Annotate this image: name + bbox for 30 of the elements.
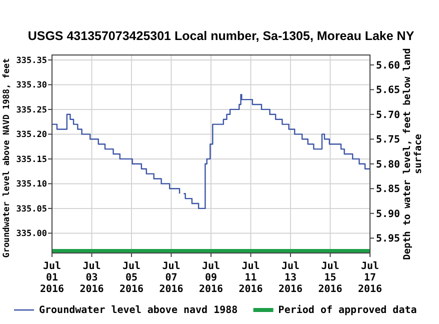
y2-tick-label: 5.85 bbox=[376, 184, 400, 196]
x-tick-label: Jul 17 2016 bbox=[358, 261, 382, 295]
y-tick-label: 335.20 bbox=[16, 130, 47, 140]
y2-tick-label: 5.70 bbox=[376, 110, 400, 121]
y2-tick-label: 5.80 bbox=[376, 159, 400, 170]
y2-tick-label: 5.75 bbox=[376, 134, 400, 146]
x-tick-label: Jul 13 2016 bbox=[278, 261, 303, 295]
legend-label: Groundwater level above navd 1988 bbox=[39, 305, 238, 316]
y-tick-label: 335.25 bbox=[16, 105, 47, 116]
y-tick-label: 335.30 bbox=[16, 80, 47, 91]
x-tick-label: Jul 11 2016 bbox=[238, 261, 263, 295]
y-tick-label: 335.05 bbox=[16, 204, 47, 214]
x-tick-label: Jul 01 2016 bbox=[40, 261, 64, 295]
y2-axis-title: Depth to water level, feet below land surface bbox=[402, 48, 424, 260]
y-axis-title: Groundwater level above NAVD 1988, feet bbox=[2, 58, 12, 258]
chart-title: USGS 431357073425301 Local number, Sa-1305, Moreau Lake NY bbox=[28, 29, 415, 43]
y-tick-label: 335.15 bbox=[16, 154, 47, 165]
y2-tick-label: 5.60 bbox=[376, 60, 400, 72]
y-tick-label: 335.00 bbox=[16, 229, 47, 240]
x-tick-label: Jul 05 2016 bbox=[119, 261, 144, 295]
x-tick-label: Jul 09 2016 bbox=[198, 261, 224, 295]
x-tick-label: Jul 15 2016 bbox=[318, 261, 342, 295]
y2-tick-label: 5.90 bbox=[376, 208, 400, 220]
y-tick-label: 335.10 bbox=[16, 180, 47, 190]
y-tick-label: 335.35 bbox=[16, 56, 47, 66]
text: Period of approved data bbox=[278, 304, 417, 316]
y2-tick-label: 5.65 bbox=[376, 85, 400, 96]
x-tick-label: Jul 03 2016 bbox=[80, 261, 104, 295]
y2-tick-label: 5.95 bbox=[376, 234, 400, 245]
x-tick-label: Jul 07 2016 bbox=[159, 261, 184, 295]
